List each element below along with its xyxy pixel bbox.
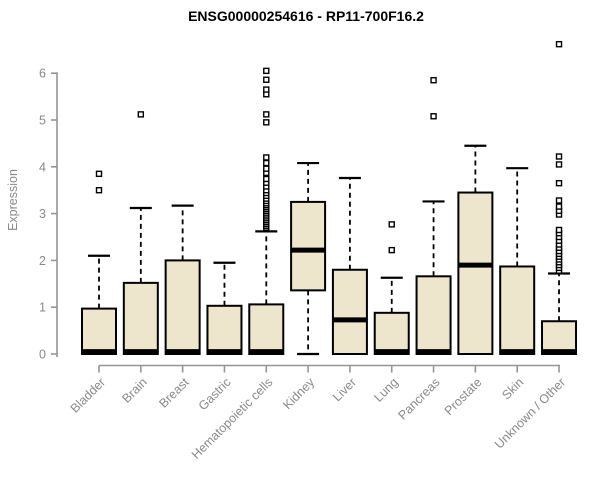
outlier-point-pancreas — [430, 77, 437, 84]
x-tick-label-brain: Brain — [119, 375, 150, 406]
box-bladder — [81, 307, 117, 356]
box-kidney — [290, 200, 327, 292]
outlier-point-unknown-other — [555, 226, 563, 234]
box-hematopoietic-cells — [248, 303, 285, 355]
outlier-point-brain — [137, 111, 145, 118]
outlier-point-unknown-other — [555, 161, 563, 168]
x-tick-label-breast: Breast — [156, 375, 192, 411]
outlier-point-hematopoietic-cells — [263, 76, 270, 83]
box-pancreas — [415, 275, 452, 356]
outlier-point-hematopoietic-cells — [263, 159, 270, 167]
outlier-point-lung — [388, 246, 395, 254]
x-tick-label-hematopoietic-cells: Hematopoietic cells — [189, 375, 276, 462]
y-tick-label: 3 — [39, 207, 46, 221]
outlier-point-lung — [388, 221, 395, 228]
y-tick-label: 6 — [39, 67, 46, 81]
box-breast — [164, 259, 201, 355]
x-tick-label-prostate: Prostate — [442, 375, 485, 418]
y-tick-label: 4 — [39, 160, 46, 174]
y-tick-label: 5 — [39, 114, 46, 128]
x-tick-label-skin: Skin — [499, 375, 526, 402]
y-tick-label: 0 — [39, 348, 46, 362]
x-tick-label-unknown-other: Unknown / Other — [492, 375, 568, 451]
x-tick-label-lung: Lung — [371, 375, 401, 405]
outlier-point-unknown-other — [555, 40, 563, 48]
box-lung — [373, 311, 410, 356]
box-skin — [499, 265, 536, 356]
box-unknown-other — [541, 320, 578, 355]
outlier-point-bladder — [95, 170, 103, 178]
outlier-point-unknown-other — [555, 179, 563, 187]
outlier-point-hematopoietic-cells — [263, 67, 270, 75]
box-gastric — [206, 304, 243, 355]
box-brain — [122, 281, 159, 356]
x-tick-label-pancreas: Pancreas — [395, 375, 442, 422]
outlier-point-hematopoietic-cells — [263, 165, 270, 172]
outlier-point-unknown-other — [555, 197, 563, 204]
outlier-point-bladder — [95, 186, 103, 194]
outlier-point-unknown-other — [555, 203, 563, 210]
box-prostate — [457, 191, 494, 355]
outlier-point-hematopoietic-cells — [263, 154, 270, 161]
chart-title: ENSG00000254616 - RP11-700F16.2 — [188, 8, 424, 24]
outlier-point-pancreas — [430, 113, 437, 120]
outlier-point-hematopoietic-cells — [263, 111, 270, 118]
plot-elements: 0 1 2 3 4 5 6 Bladder Brain Breast GastricHematopo… — [39, 40, 578, 462]
y-tick-label: 1 — [39, 301, 46, 315]
outlier-point-hematopoietic-cells — [263, 119, 270, 126]
x-tick-label-bladder: Bladder — [68, 375, 108, 415]
x-tick-label-kidney: Kidney — [280, 375, 317, 412]
x-tick-label-gastric: Gastric — [196, 375, 234, 413]
y-tick-label: 2 — [39, 254, 46, 268]
x-tick-label-liver: Liver — [330, 375, 359, 404]
outlier-point-unknown-other — [555, 153, 563, 160]
y-axis-title: Expression — [6, 169, 20, 231]
outlier-point-hematopoietic-cells — [263, 86, 270, 93]
box-liver — [331, 268, 368, 356]
outlier-point-hematopoietic-cells — [263, 175, 270, 183]
